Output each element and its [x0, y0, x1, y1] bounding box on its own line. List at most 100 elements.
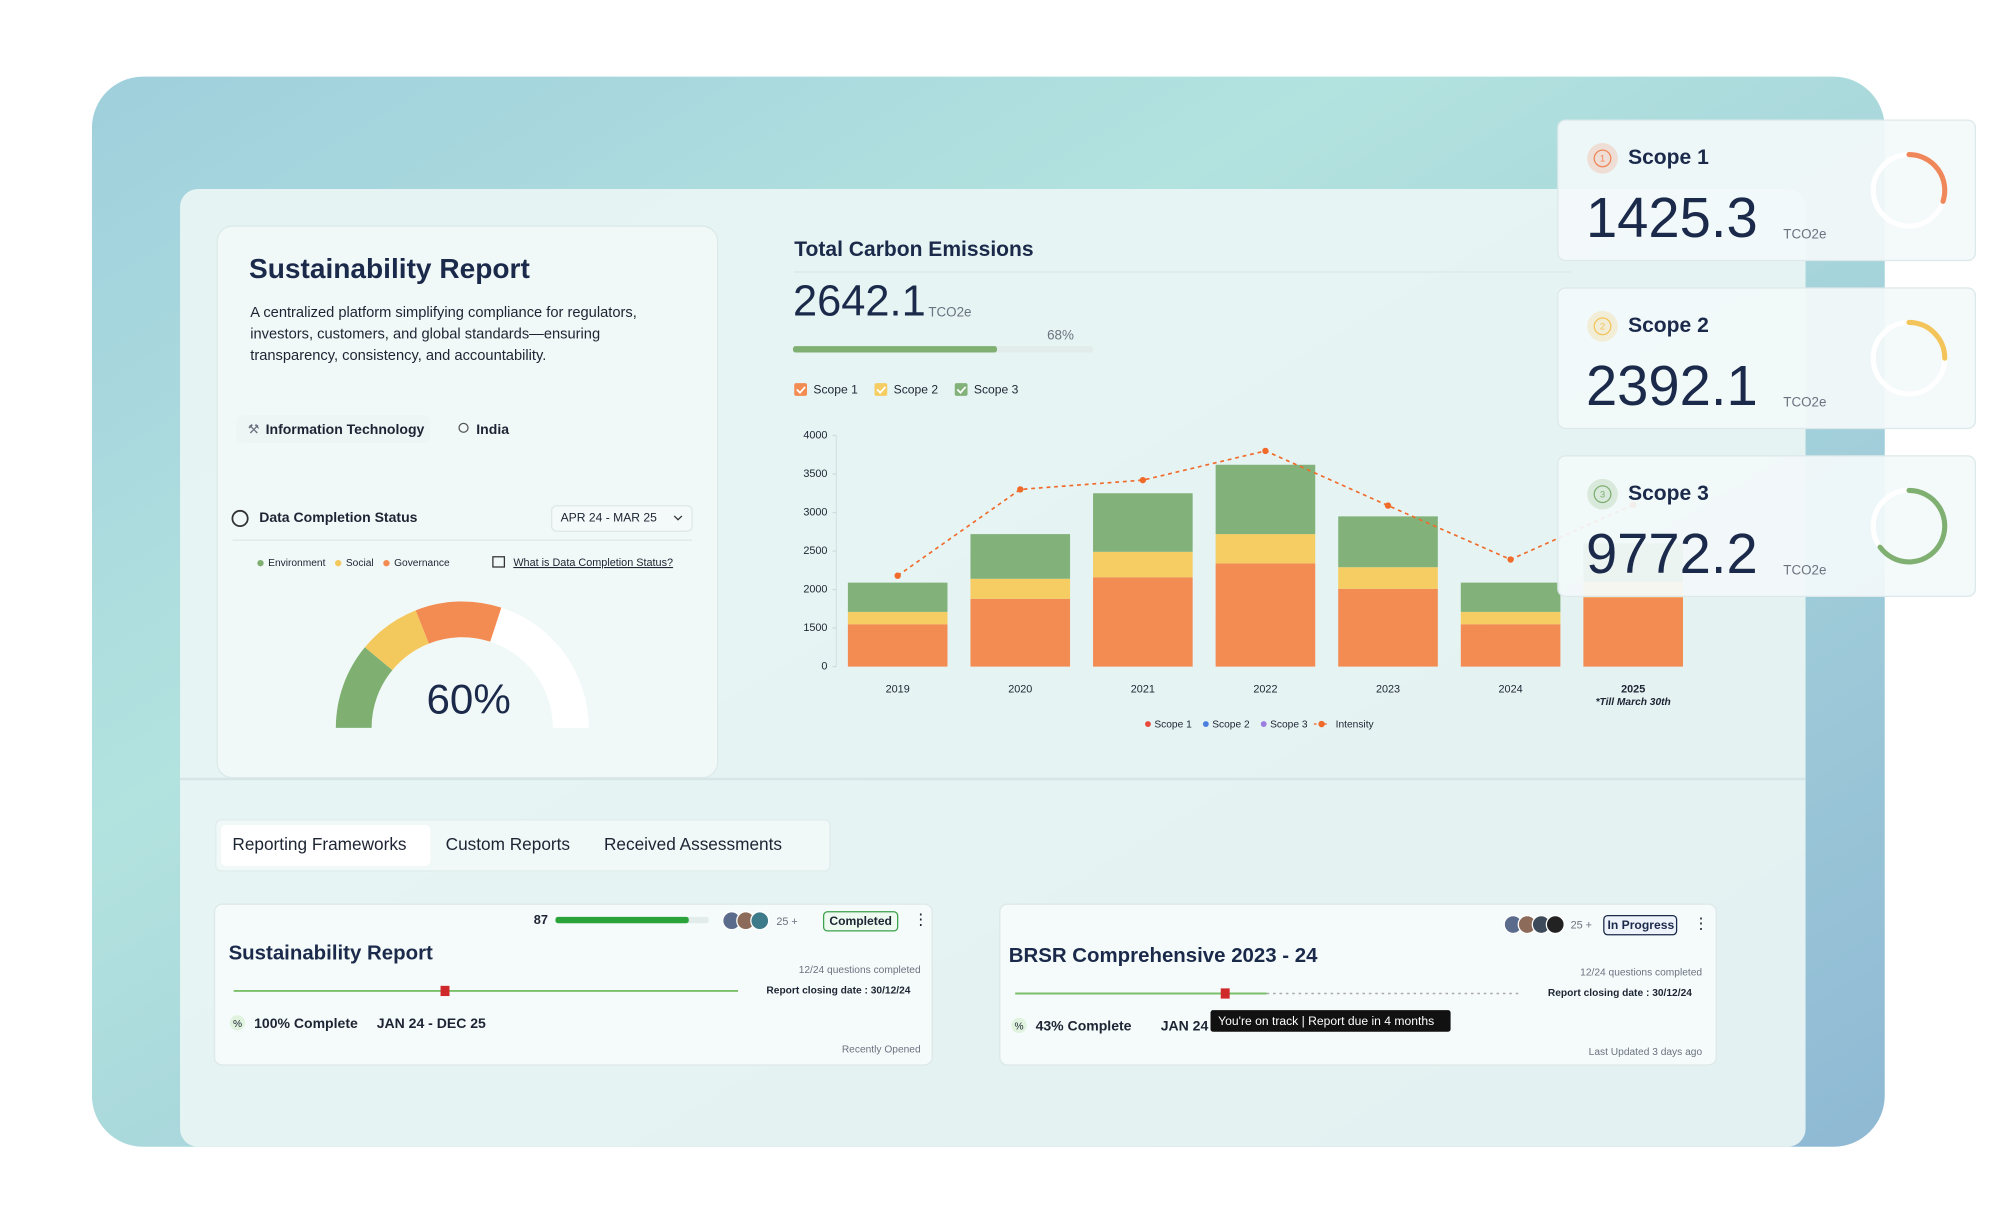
gauge-value: 60%	[426, 675, 510, 722]
timeline-marker	[1220, 988, 1230, 999]
emissions-title: Total Carbon Emissions	[794, 238, 1033, 261]
legend-dot	[383, 559, 390, 567]
tag	[236, 415, 431, 444]
gauge	[335, 601, 589, 729]
legend-checkbox	[874, 383, 888, 396]
bar-segment	[1215, 464, 1316, 535]
period: JAN 24	[1161, 1017, 1209, 1033]
active-tab[interactable]	[220, 824, 431, 866]
legend-label: Social	[346, 558, 374, 569]
scope-card	[1557, 287, 1977, 430]
menu[interactable]: ⋮	[913, 912, 928, 929]
report-card[interactable]	[999, 903, 1717, 1066]
legend-check	[796, 386, 806, 395]
period-text[interactable]: APR 24 - MAR 25	[561, 511, 658, 525]
bar-segment	[1215, 534, 1316, 564]
scope-badge	[1587, 143, 1618, 174]
intensity-point	[894, 572, 901, 579]
avatars	[722, 911, 770, 931]
x-tick-label: 2022	[1253, 683, 1277, 695]
menu[interactable]: ⋮	[1693, 916, 1708, 933]
report-title: Sustainability Report	[229, 942, 433, 964]
questions: 12/24 questions completed	[799, 965, 921, 976]
status-text: In Progress	[1607, 918, 1674, 932]
scope-badge-ring	[1593, 485, 1612, 504]
bar-segment	[1093, 577, 1193, 667]
footer: Last Updated 3 days ago	[1589, 1047, 1703, 1058]
ring-progress	[1906, 319, 1948, 361]
legend-label: Environment	[268, 558, 325, 569]
score-bar	[555, 916, 709, 924]
x-tick-label: 2023	[1376, 683, 1400, 695]
legend-label: Scope 3	[1270, 719, 1308, 730]
bar-segment	[970, 598, 1071, 667]
tab[interactable]: Custom Reports	[446, 834, 570, 854]
participants: 25 +	[776, 916, 797, 928]
gauge-segment	[364, 610, 430, 671]
status-title: Data Completion Status	[259, 509, 417, 525]
y-tick-label: 0	[821, 660, 827, 672]
score: 87	[534, 912, 548, 927]
intensity-point	[1017, 486, 1024, 493]
legend-check	[876, 386, 887, 395]
bar-segment	[1460, 611, 1561, 625]
period-dropdown[interactable]	[550, 505, 693, 532]
scope-badge-ring	[1593, 149, 1612, 168]
report-title: BRSR Comprehensive 2023 - 24	[1009, 945, 1318, 967]
intensity-point	[1384, 502, 1392, 509]
legend-label: Governance	[394, 558, 450, 569]
bar-segment	[1215, 563, 1316, 667]
intensity-point	[1139, 476, 1147, 484]
closing-date: Report closing date : 30/12/24	[1548, 988, 1692, 999]
emissions-progress	[792, 346, 1094, 353]
y-tick-label: 3000	[803, 506, 827, 518]
legend-label: Scope 1	[1154, 719, 1192, 730]
scope-cards: 1 Scope 1 1425.3 TCO2e 2 Scope 2 2392.1 TCO2e 3 S…	[1557, 119, 1977, 598]
legend-label: Scope 1	[813, 382, 858, 396]
footer: Recently Opened	[842, 1044, 921, 1055]
tag-icon: ⚒	[248, 422, 259, 437]
info-link[interactable]: What is Data Completion Status?	[513, 557, 673, 569]
dropdown-arrow[interactable]	[673, 515, 683, 521]
completion-legend: Environment Social Governance	[257, 558, 450, 569]
x-note: *Till March 30th	[1596, 697, 1671, 708]
emissions-unit: TCO2e	[928, 304, 971, 319]
legend-dot	[1145, 721, 1151, 727]
bar-segment	[1583, 597, 1683, 667]
participants: 25 +	[1571, 920, 1592, 932]
y-tick-label: 4000	[803, 429, 827, 441]
bar-segment	[847, 582, 948, 612]
legend-dot	[1318, 720, 1325, 728]
scope-badge	[1587, 310, 1618, 342]
scope-value: 9772.2	[1586, 522, 1758, 585]
book-icon[interactable]	[492, 556, 506, 568]
progress-fill	[792, 346, 998, 353]
bar-segment	[970, 578, 1071, 599]
description: transparency, consistency, and accountab…	[250, 348, 546, 364]
description: investors, customers, and global standar…	[250, 326, 600, 342]
tab[interactable]: Reporting Frameworks	[232, 834, 406, 854]
legend-dot	[1202, 721, 1209, 727]
legend-label: Scope 2	[894, 382, 939, 396]
bar-segment	[1460, 582, 1561, 612]
closing-date: Report closing date : 30/12/24	[766, 986, 910, 997]
percent-icon	[1011, 1017, 1027, 1034]
status-badge	[1603, 914, 1678, 936]
status-icon	[231, 509, 249, 528]
scope-unit: TCO2e	[1783, 394, 1826, 409]
legend-label: Scope 2	[1212, 719, 1250, 730]
progress-label: 68%	[1047, 327, 1074, 342]
report-card[interactable]	[213, 903, 933, 1066]
scope-card	[1557, 455, 1977, 598]
scope-badge-number: 3	[1600, 489, 1605, 500]
x-tick-label: 2021	[1131, 683, 1155, 695]
tab[interactable]: Received Assessments	[604, 834, 782, 854]
y-tick-label: 2000	[803, 583, 827, 595]
status-text: Completed	[829, 914, 892, 928]
x-tick-label: 2024	[1499, 683, 1523, 695]
tag-text: Information Technology	[266, 421, 425, 437]
scope-name: Scope 1	[1628, 146, 1709, 169]
emissions-total: 2642.1	[793, 277, 926, 325]
avatars	[1503, 914, 1565, 935]
